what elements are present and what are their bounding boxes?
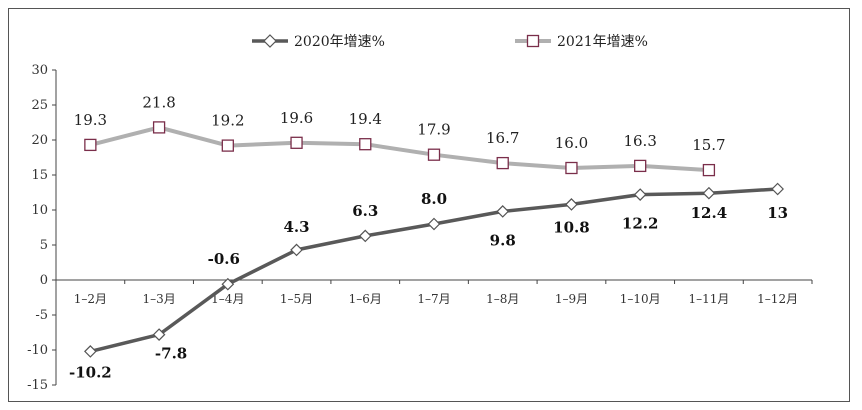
data-point-2020 [565,198,578,211]
data-label-2020: 12.2 [622,215,659,233]
data-label-2020: 6.3 [352,202,378,220]
legend-marker-2020 [263,34,277,48]
data-point-2021 [634,159,647,173]
y-tick-label: 5 [40,238,48,253]
y-tick-label: 20 [31,133,48,148]
data-label-2021: 17.9 [417,121,450,139]
data-point-2021 [290,136,303,149]
data-label-2021: 16.0 [555,134,588,152]
data-point-2021 [152,121,166,134]
y-tick-label: 0 [40,273,48,288]
x-tick-label: 1–6月 [349,292,382,306]
y-tick-label: -10 [27,343,48,358]
data-label-2020: -10.2 [69,363,112,381]
x-tick-label: 1–12月 [757,292,798,306]
y-tick-label: -15 [27,378,48,393]
x-tick-label: 1–2月 [74,292,107,306]
data-label-2021: 19.2 [211,112,244,130]
series-line-2020 [89,187,778,354]
data-point-2020 [358,229,372,243]
data-point-2020 [427,217,441,231]
x-tick-label: 1–9月 [555,292,588,306]
data-point-2021 [427,148,441,161]
data-label-2021: 19.4 [349,110,382,128]
data-label-2020: -7.8 [155,345,187,363]
x-tick-label: 1–7月 [417,292,450,306]
data-point-2020 [496,205,510,218]
data-label-2021: 16.7 [486,129,519,147]
y-tick-label: 10 [31,203,48,218]
data-label-2021: 19.3 [74,111,107,129]
data-point-2021 [84,138,97,152]
data-point-2021 [359,138,372,151]
data-label-2021: 16.3 [623,132,656,150]
data-point-2021 [565,161,578,175]
data-point-2020 [633,188,647,201]
data-label-2021: 15.7 [692,136,725,154]
legend-marker-2021 [526,34,540,48]
legend-label-2020: 2020年增速% [294,34,385,50]
data-label-2021: 19.6 [280,109,313,127]
data-label-2020: 12.4 [691,204,728,222]
data-point-2021 [496,156,509,170]
data-label-2020: -0.6 [208,250,240,268]
data-point-2020 [152,328,166,341]
x-tick-label: 1–5月 [280,292,313,306]
data-label-2020: 13 [767,204,788,222]
data-point-2020 [84,345,97,358]
data-point-2020 [771,182,784,196]
legend-label-2021: 2021年增速% [557,34,648,50]
y-tick-label: 30 [31,63,48,78]
x-tick-label: 1–4月 [211,292,244,306]
data-point-2020 [290,243,303,257]
data-point-2020 [221,277,235,291]
y-tick-label: 25 [31,98,48,113]
y-tick-label: 15 [31,168,48,183]
data-point-2020 [702,186,716,200]
data-label-2020: 8.0 [421,190,447,208]
data-label-2021: 21.8 [142,93,175,111]
x-tick-label: 1–3月 [142,292,175,306]
data-point-2021 [702,163,716,177]
data-label-2020: 10.8 [553,218,590,236]
data-label-2020: 9.8 [490,231,516,249]
x-tick-label: 1–10月 [620,292,661,306]
series-line-2021 [89,125,710,173]
chart-frame [8,8,850,402]
x-tick-label: 1–8月 [486,292,519,306]
data-label-2020: 4.3 [283,218,309,236]
y-tick-label: -5 [35,308,48,323]
data-point-2021 [221,139,234,152]
x-tick-label: 1–11月 [688,292,729,306]
